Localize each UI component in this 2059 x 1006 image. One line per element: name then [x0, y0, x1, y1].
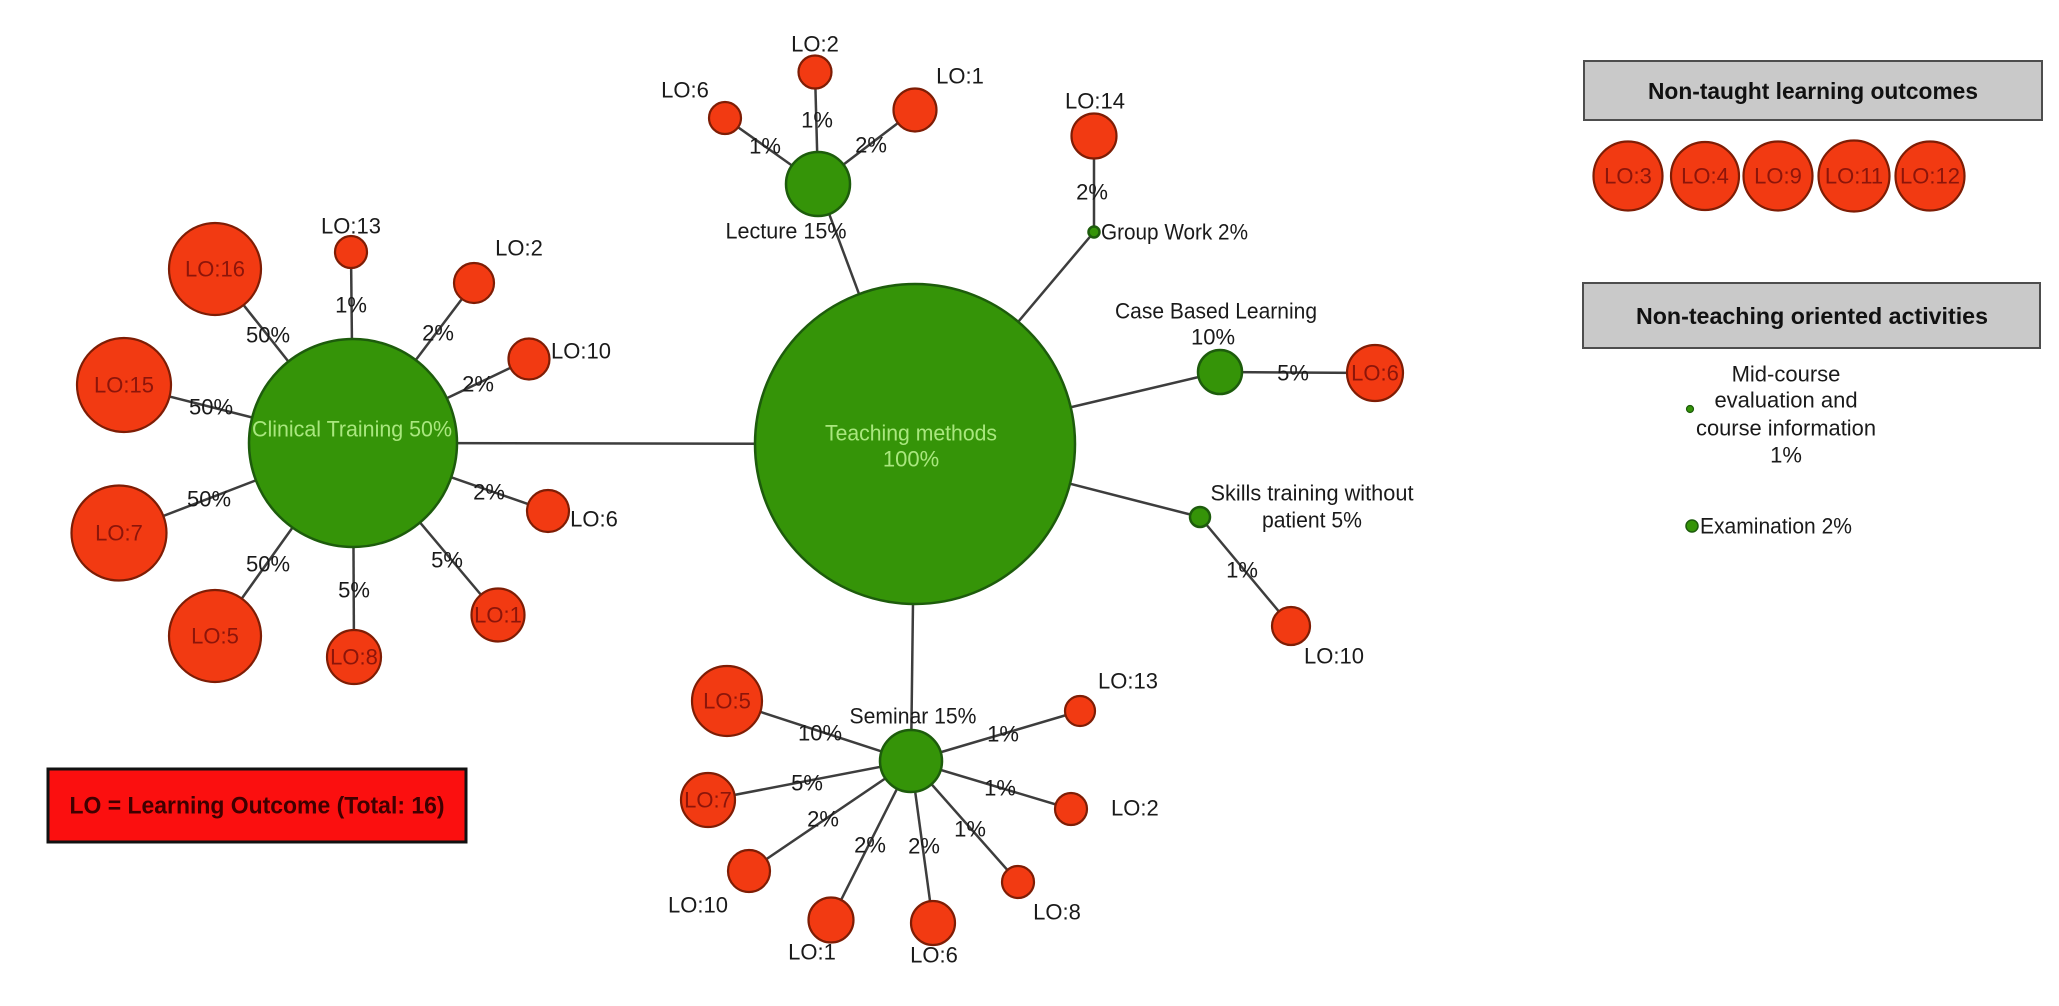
- svg-text:2%: 2%: [422, 321, 454, 346]
- svg-text:Examination 2%: Examination 2%: [1700, 514, 1852, 539]
- svg-text:1%: 1%: [954, 817, 986, 842]
- svg-text:LO:2: LO:2: [791, 32, 839, 57]
- svg-text:LO:6: LO:6: [1351, 361, 1399, 386]
- svg-text:5%: 5%: [791, 771, 823, 796]
- svg-text:LO:1: LO:1: [474, 603, 522, 628]
- svg-text:LO:16: LO:16: [185, 257, 245, 282]
- svg-text:LO:13: LO:13: [1098, 669, 1158, 694]
- svg-text:1%: 1%: [335, 293, 367, 318]
- svg-text:LO:8: LO:8: [1033, 900, 1081, 925]
- svg-text:Case Based Learning: Case Based Learning: [1115, 299, 1317, 324]
- svg-text:LO:14: LO:14: [1065, 89, 1125, 114]
- svg-text:1%: 1%: [749, 134, 781, 159]
- svg-text:2%: 2%: [908, 834, 940, 859]
- svg-text:Lecture 15%: Lecture 15%: [726, 219, 847, 244]
- svg-text:2%: 2%: [807, 807, 839, 832]
- svg-text:1%: 1%: [1770, 443, 1802, 468]
- svg-text:Group Work 2%: Group Work 2%: [1101, 220, 1248, 245]
- svg-text:LO:12: LO:12: [1900, 164, 1960, 189]
- svg-text:LO:10: LO:10: [1304, 644, 1364, 669]
- svg-text:LO:13: LO:13: [321, 214, 381, 239]
- svg-text:5%: 5%: [1277, 361, 1309, 386]
- svg-text:2%: 2%: [854, 833, 886, 858]
- svg-text:LO:7: LO:7: [95, 521, 143, 546]
- svg-text:1%: 1%: [984, 776, 1016, 801]
- svg-text:5%: 5%: [431, 548, 463, 573]
- svg-text:Non-teaching oriented activiti: Non-teaching oriented activities: [1636, 303, 1988, 329]
- svg-text:10%: 10%: [1191, 325, 1235, 350]
- svg-text:50%: 50%: [246, 552, 290, 577]
- svg-text:Mid-course: Mid-course: [1732, 362, 1841, 387]
- svg-text:2%: 2%: [473, 480, 505, 505]
- svg-text:50%: 50%: [187, 487, 231, 512]
- svg-text:1%: 1%: [801, 108, 833, 133]
- svg-text:evaluation and: evaluation and: [1714, 388, 1857, 413]
- svg-text:LO:6: LO:6: [910, 943, 958, 968]
- svg-text:LO:11: LO:11: [1825, 164, 1883, 189]
- svg-text:LO:6: LO:6: [661, 78, 709, 103]
- svg-text:2%: 2%: [855, 133, 887, 158]
- svg-text:LO:1: LO:1: [936, 64, 984, 89]
- svg-text:LO:2: LO:2: [1111, 796, 1159, 821]
- svg-text:LO = Learning Outcome (Total:: LO = Learning Outcome (Total: 16): [70, 793, 445, 820]
- svg-text:LO:10: LO:10: [551, 339, 611, 364]
- svg-text:LO:9: LO:9: [1754, 164, 1802, 189]
- svg-text:LO:5: LO:5: [703, 689, 751, 714]
- svg-text:5%: 5%: [338, 578, 370, 603]
- svg-text:LO:6: LO:6: [570, 507, 618, 532]
- svg-text:Non-taught learning outcomes: Non-taught learning outcomes: [1648, 78, 1978, 104]
- svg-text:2%: 2%: [1076, 180, 1108, 205]
- svg-text:LO:4: LO:4: [1681, 164, 1729, 189]
- svg-text:10%: 10%: [798, 721, 842, 746]
- svg-text:Teaching methods: Teaching methods: [825, 421, 997, 446]
- svg-text:LO:2: LO:2: [495, 236, 543, 261]
- svg-text:100%: 100%: [883, 447, 939, 472]
- svg-text:LO:10: LO:10: [668, 893, 728, 918]
- svg-text:50%: 50%: [189, 395, 233, 420]
- svg-text:Clinical Training 50%: Clinical Training 50%: [252, 417, 452, 442]
- svg-text:1%: 1%: [1226, 558, 1258, 583]
- svg-text:LO:3: LO:3: [1604, 164, 1652, 189]
- svg-text:LO:1: LO:1: [788, 940, 836, 965]
- svg-text:2%: 2%: [462, 372, 494, 397]
- svg-text:LO:7: LO:7: [684, 788, 732, 813]
- svg-text:50%: 50%: [246, 323, 290, 348]
- svg-text:Skills training without: Skills training without: [1211, 481, 1414, 506]
- svg-text:LO:8: LO:8: [330, 645, 378, 670]
- svg-text:LO:15: LO:15: [94, 373, 154, 398]
- svg-text:Seminar 15%: Seminar 15%: [850, 704, 977, 729]
- svg-text:1%: 1%: [987, 722, 1019, 747]
- svg-text:course information: course information: [1696, 416, 1876, 441]
- svg-text:patient 5%: patient 5%: [1262, 508, 1362, 533]
- svg-text:LO:5: LO:5: [191, 624, 239, 649]
